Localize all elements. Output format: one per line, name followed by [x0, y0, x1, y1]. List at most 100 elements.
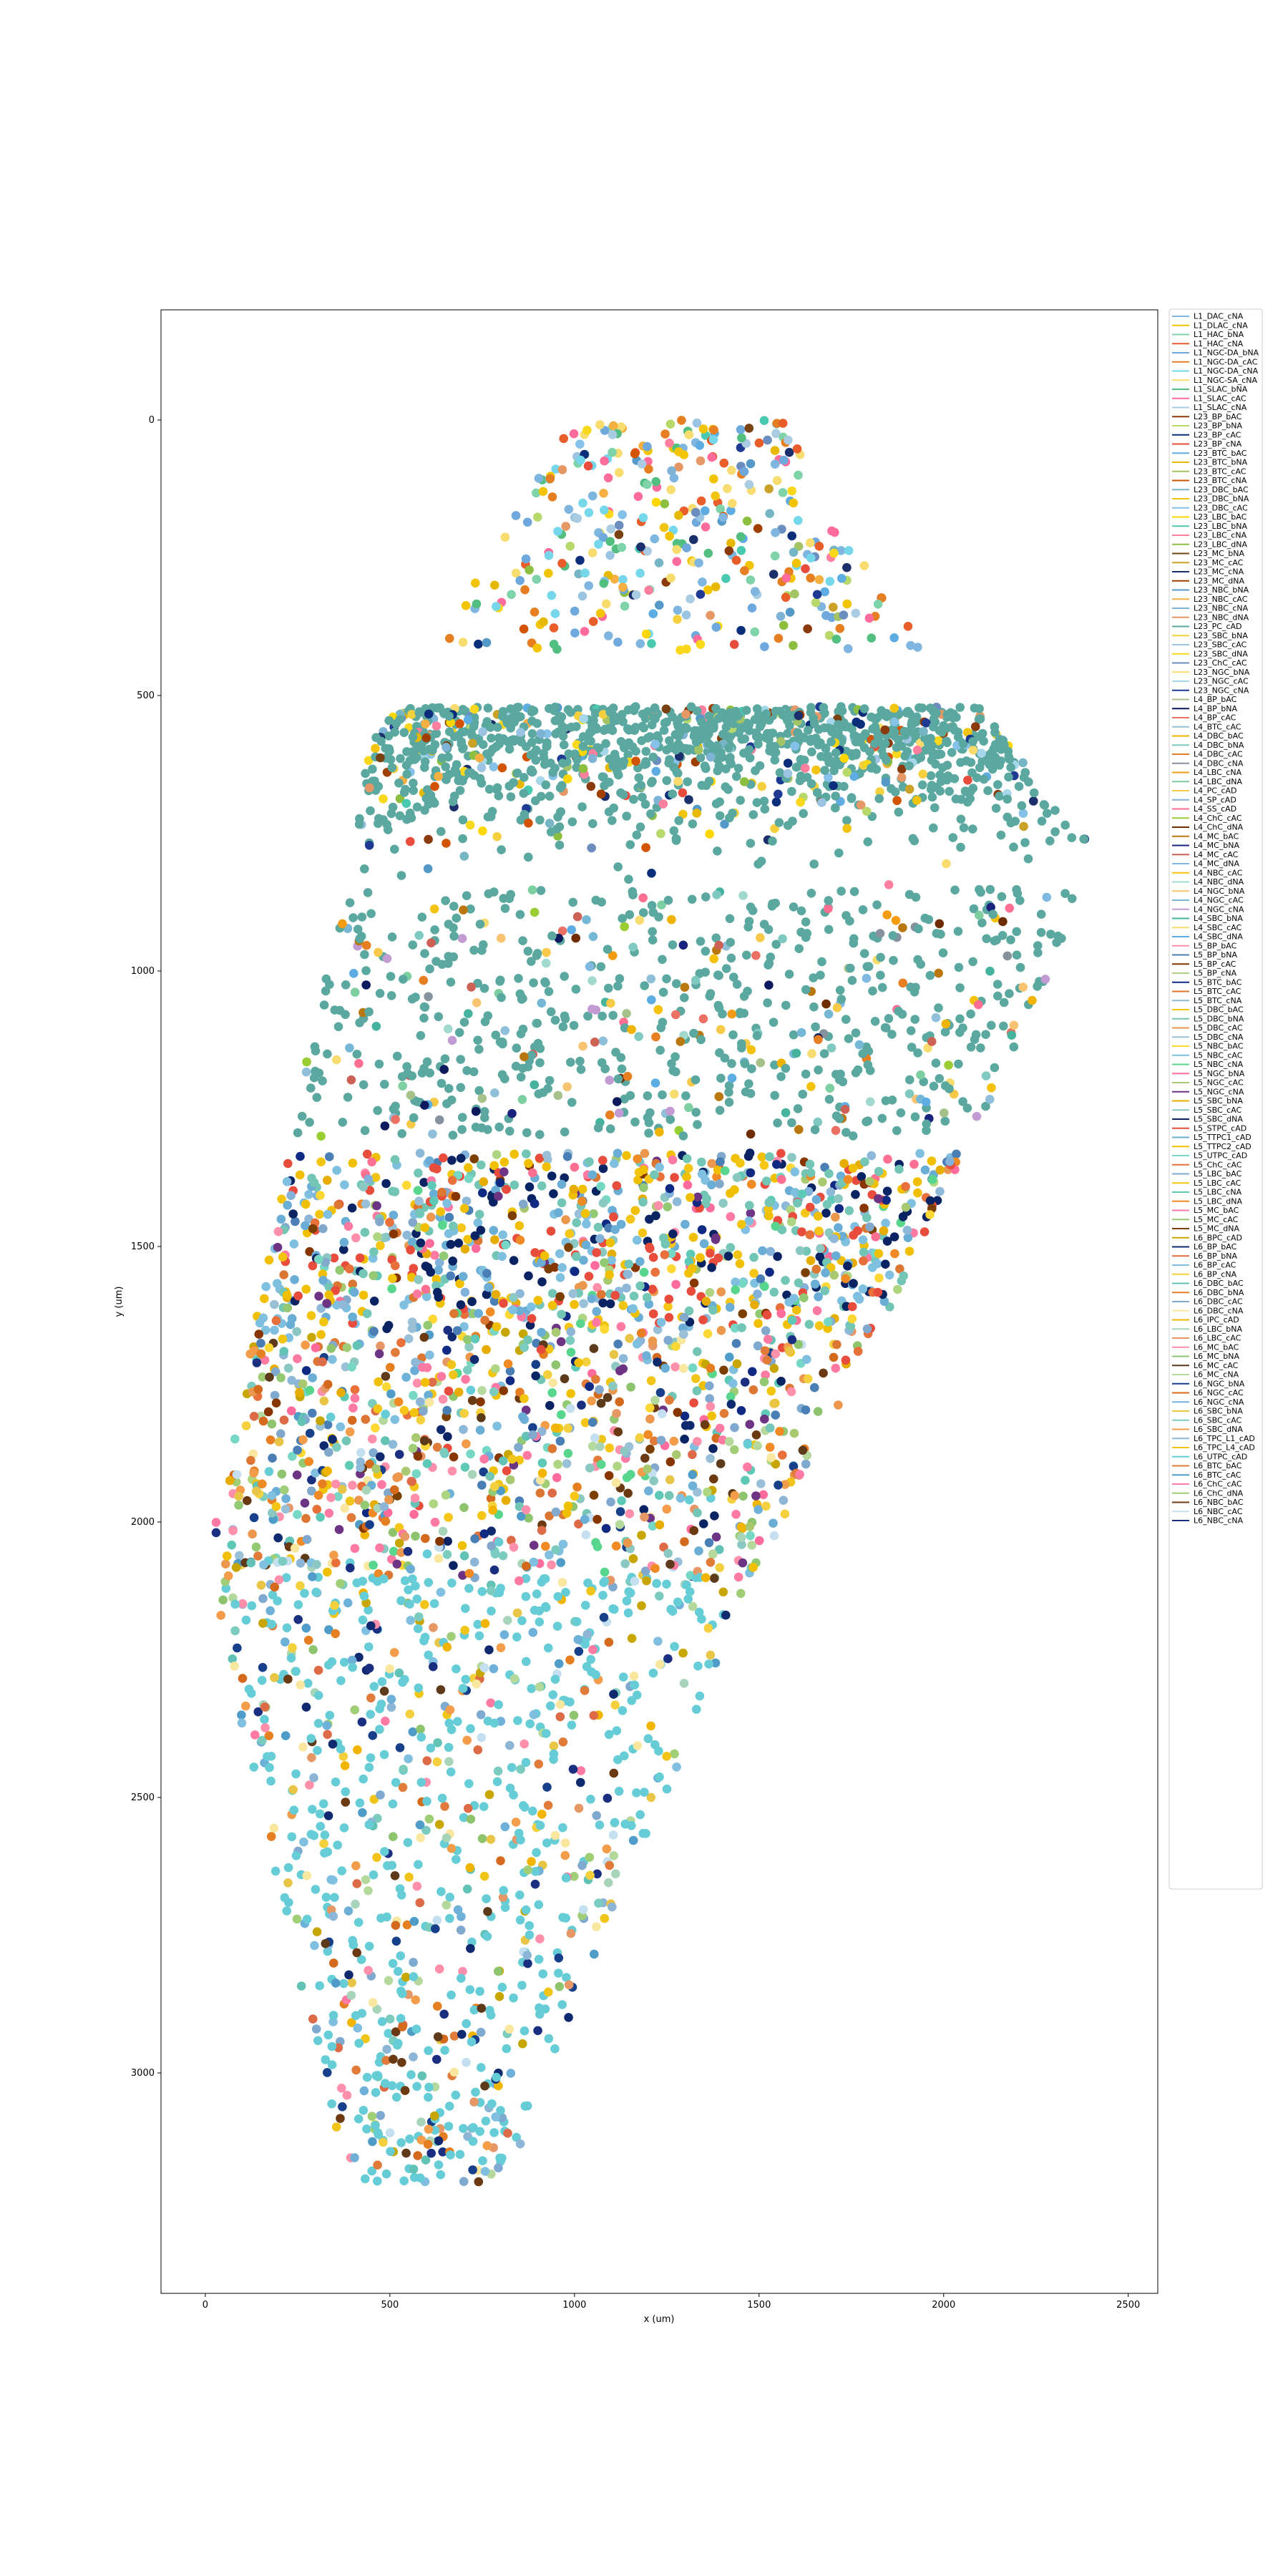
data-point [515, 1235, 525, 1245]
data-point [841, 911, 851, 920]
data-point [369, 1297, 379, 1306]
data-point [680, 982, 690, 992]
data-point [742, 516, 752, 526]
data-point [414, 1624, 423, 1634]
data-point [598, 1163, 608, 1174]
data-point [351, 2011, 361, 2021]
data-point [365, 1459, 374, 1469]
data-point [665, 439, 674, 448]
data-point [300, 1589, 309, 1598]
data-point [901, 1181, 910, 1191]
data-point [709, 474, 718, 484]
data-point [909, 1159, 919, 1169]
data-point [635, 1433, 645, 1443]
data-point [709, 425, 718, 435]
data-point [424, 1814, 434, 1824]
data-point [296, 1680, 306, 1689]
data-point [639, 1183, 648, 1192]
data-point [536, 1475, 545, 1485]
data-point [945, 786, 954, 796]
data-point [611, 1478, 621, 1488]
data-point [920, 913, 930, 923]
data-point [436, 1587, 446, 1597]
data-point [472, 998, 482, 1008]
data-point [810, 1279, 820, 1289]
data-point [445, 1893, 454, 1902]
data-point [522, 1128, 532, 1138]
data-point [293, 1510, 302, 1519]
data-point [727, 1059, 736, 1068]
data-point [865, 1097, 875, 1106]
data-point [912, 1177, 922, 1186]
data-point [674, 462, 683, 472]
data-point [338, 1485, 347, 1494]
data-point [600, 1913, 610, 1923]
data-point [301, 1067, 311, 1077]
data-point [291, 1769, 301, 1779]
data-point [299, 1837, 308, 1847]
data-point [727, 1009, 737, 1019]
data-point [258, 1416, 268, 1426]
data-point [846, 963, 855, 973]
data-point [343, 1221, 353, 1231]
data-point [718, 1199, 728, 1208]
data-point [882, 1023, 891, 1033]
data-point [670, 1749, 679, 1759]
data-point [527, 1684, 536, 1694]
data-point [230, 1662, 240, 1671]
data-point [478, 740, 488, 749]
data-point [627, 1025, 636, 1035]
data-point [686, 1420, 695, 1430]
data-point [926, 771, 936, 781]
data-point [553, 831, 562, 841]
data-point [746, 1531, 755, 1541]
data-point [241, 1421, 251, 1430]
data-point [806, 889, 816, 898]
data-point [307, 1332, 316, 1342]
data-point [346, 1991, 356, 2000]
data-point [663, 1202, 673, 1211]
data-point [420, 806, 429, 815]
data-point [789, 902, 799, 912]
data-point [602, 1392, 613, 1402]
data-point [336, 1387, 346, 1397]
data-point [715, 811, 725, 821]
data-point [701, 892, 711, 902]
data-point [647, 995, 656, 1005]
data-point [543, 1800, 553, 1810]
data-point [613, 981, 623, 991]
data-point [527, 1857, 536, 1866]
data-point [415, 1820, 425, 1830]
data-point [354, 2039, 364, 2048]
data-point [669, 473, 679, 483]
data-point [585, 962, 595, 972]
data-point [496, 1856, 505, 1865]
data-point [658, 987, 668, 997]
data-point [646, 1376, 656, 1385]
data-point [505, 1376, 515, 1385]
data-point [323, 2068, 332, 2077]
data-point [771, 1459, 781, 1469]
data-point [666, 1249, 676, 1259]
data-point [825, 577, 835, 586]
data-point [640, 1453, 650, 1463]
data-point [316, 1131, 326, 1141]
data-point [345, 1264, 354, 1274]
data-point [587, 753, 597, 763]
data-point [626, 1382, 635, 1392]
data-point [270, 1390, 280, 1400]
data-point [726, 506, 736, 515]
data-point [293, 1291, 303, 1301]
data-point [362, 2072, 372, 2082]
data-point [904, 1089, 914, 1098]
data-point [834, 1194, 843, 1204]
data-point [403, 1838, 413, 1848]
data-point [706, 1650, 716, 1660]
data-point [555, 1436, 565, 1446]
data-point [409, 1958, 418, 1967]
data-point [298, 1742, 308, 1752]
data-point [750, 627, 760, 637]
data-point [535, 1820, 545, 1830]
data-point [487, 1526, 496, 1536]
data-point [683, 1594, 693, 1604]
